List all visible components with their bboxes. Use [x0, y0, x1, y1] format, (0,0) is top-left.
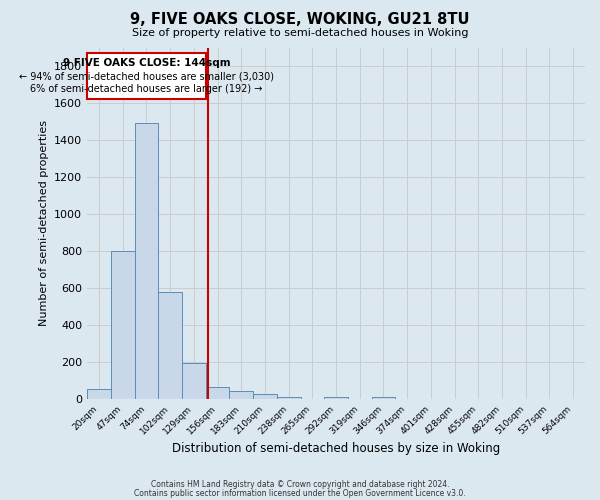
Bar [277, 396, 301, 400]
Text: Size of property relative to semi-detached houses in Woking: Size of property relative to semi-detach… [132, 28, 468, 38]
Text: 9, FIVE OAKS CLOSE, WOKING, GU21 8TU: 9, FIVE OAKS CLOSE, WOKING, GU21 8TU [130, 12, 470, 28]
Text: Contains HM Land Registry data © Crown copyright and database right 2024.: Contains HM Land Registry data © Crown c… [151, 480, 449, 489]
Text: 9 FIVE OAKS CLOSE: 144sqm: 9 FIVE OAKS CLOSE: 144sqm [62, 58, 230, 68]
Bar [371, 396, 395, 400]
Text: ← 94% of semi-detached houses are smaller (3,030): ← 94% of semi-detached houses are smalle… [19, 71, 274, 81]
Bar [253, 394, 277, 400]
Bar [134, 124, 158, 400]
Bar [182, 364, 206, 400]
Bar [229, 391, 253, 400]
Y-axis label: Number of semi-detached properties: Number of semi-detached properties [38, 120, 49, 326]
Bar [324, 396, 348, 400]
Text: 6% of semi-detached houses are larger (192) →: 6% of semi-detached houses are larger (1… [30, 84, 263, 94]
Bar [206, 388, 229, 400]
Bar [111, 252, 134, 400]
Bar [87, 390, 111, 400]
X-axis label: Distribution of semi-detached houses by size in Woking: Distribution of semi-detached houses by … [172, 442, 500, 455]
Text: Contains public sector information licensed under the Open Government Licence v3: Contains public sector information licen… [134, 488, 466, 498]
FancyBboxPatch shape [87, 53, 206, 100]
Bar [158, 292, 182, 400]
